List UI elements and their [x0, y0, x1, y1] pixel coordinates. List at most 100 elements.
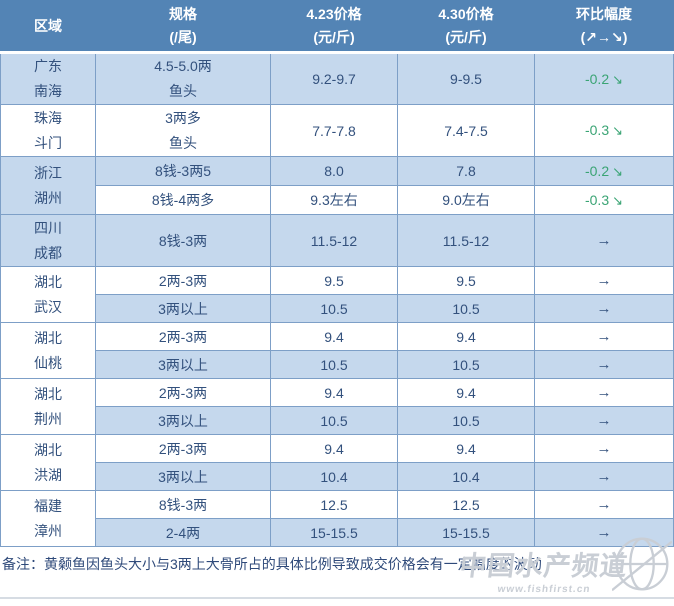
- price-423-cell: 10.4: [270, 462, 398, 491]
- header-change: 环比幅度 (↗→↘): [534, 0, 674, 54]
- price-423-cell: 10.5: [270, 294, 398, 323]
- table-row: 3两以上 10.5 10.5 →: [1, 350, 674, 379]
- table-row: 3两以上 10.4 10.4 →: [1, 462, 674, 491]
- price-430-cell: 9.0左右: [397, 185, 535, 215]
- flat-arrow-icon: →: [596, 232, 612, 249]
- spec-cell: 3两以上: [95, 350, 271, 379]
- change-value: -0.3: [584, 191, 610, 208]
- header-region-label: 区域: [34, 17, 62, 34]
- change-cell: →: [534, 490, 674, 519]
- spec-cell: 2两-3两: [95, 266, 271, 295]
- flat-arrow-icon: →: [596, 412, 612, 429]
- down-arrow-icon: ↘: [612, 123, 624, 138]
- header-price-430-label: 4.30价格: [438, 6, 494, 22]
- price-430-cell: 9.4: [397, 322, 535, 351]
- price-423-cell: 10.5: [270, 406, 398, 435]
- price-423-cell: 9.5: [270, 266, 398, 295]
- spec-cell: 2两-3两: [95, 322, 271, 351]
- change-value: -0.2: [584, 162, 610, 179]
- table-row: 2-4两 15-15.5 15-15.5 →: [1, 518, 674, 547]
- region-cell: 湖北 武汉: [0, 266, 96, 323]
- price-430-cell: 15-15.5: [397, 518, 535, 547]
- header-region: 区域: [0, 0, 96, 54]
- price-430-cell: 10.5: [397, 350, 535, 379]
- change-cell: →: [534, 266, 674, 295]
- table-row: 湖北 武汉 2两-3两 9.5 9.5 →: [0, 266, 674, 323]
- flat-arrow-icon: →: [596, 328, 612, 345]
- spec-cell: 2两-3两: [95, 378, 271, 407]
- table-row: 浙江 湖州 8钱-3两5 8.0 7.8 -0.2 ↘: [0, 156, 674, 215]
- table-row: 广东 南海 4.5-5.0两 鱼头 9.2-9.7 9-9.5 -0.2 ↘: [0, 52, 674, 105]
- price-430-cell: 9.4: [397, 378, 535, 407]
- change-cell: -0.3 ↘: [534, 104, 674, 157]
- price-423-cell: 11.5-12: [270, 214, 398, 267]
- change-cell: →: [534, 406, 674, 435]
- header-change-label: 环比幅度: [576, 6, 632, 22]
- table-row: 8钱-4两多 9.3左右 9.0左右 -0.3 ↘: [1, 185, 674, 215]
- price-430-cell: 12.5: [397, 490, 535, 519]
- price-430-cell: 10.5: [397, 294, 535, 323]
- price-423-cell: 9.4: [270, 322, 398, 351]
- price-423-cell: 8.0: [270, 156, 398, 186]
- table-row: 湖北 仙桃 2两-3两 9.4 9.4 →: [0, 322, 674, 379]
- price-430-cell: 9-9.5: [397, 52, 535, 105]
- price-423-cell: 15-15.5: [270, 518, 398, 547]
- price-423-cell: 9.2-9.7: [270, 52, 398, 105]
- price-430-cell: 9.5: [397, 266, 535, 295]
- header-price-423: 4.23价格 (元/斤): [270, 0, 398, 54]
- header-spec: 规格 (/尾): [95, 0, 271, 54]
- table-header-row: 区域 规格 (/尾) 4.23价格 (元/斤) 4.30价格 (元/斤) 环比幅…: [0, 0, 674, 54]
- price-423-cell: 9.4: [270, 378, 398, 407]
- header-price-430-unit: (元/斤): [445, 29, 487, 45]
- table-row: 四川 成都 8钱-3两 11.5-12 11.5-12 →: [0, 214, 674, 267]
- region-cell: 湖北 洪湖: [0, 434, 96, 491]
- region-cell: 四川 成都: [0, 214, 96, 267]
- table-row: 湖北 洪湖 2两-3两 9.4 9.4 →: [0, 434, 674, 491]
- header-price-430: 4.30价格 (元/斤): [397, 0, 535, 54]
- header-spec-label: 规格: [169, 6, 197, 22]
- price-430-cell: 9.4: [397, 434, 535, 463]
- price-423-cell: 12.5: [270, 490, 398, 519]
- change-cell: -0.2 ↘: [534, 156, 674, 186]
- flat-arrow-icon: →: [596, 384, 612, 401]
- flat-arrow-icon: →: [596, 272, 612, 289]
- change-value: -0.2: [584, 70, 610, 87]
- table-row: 珠海 斗门 3两多 鱼头 7.7-7.8 7.4-7.5 -0.3 ↘: [0, 104, 674, 157]
- change-cell: →: [534, 294, 674, 323]
- price-430-cell: 11.5-12: [397, 214, 535, 267]
- table-row: 3两以上 10.5 10.5 →: [1, 406, 674, 435]
- flat-arrow-icon: →: [596, 524, 612, 541]
- change-cell: →: [534, 462, 674, 491]
- flat-arrow-icon: →: [596, 468, 612, 485]
- down-arrow-icon: ↘: [612, 192, 624, 208]
- site-url: www.fishfirst.cn: [496, 583, 592, 595]
- spec-cell: 2-4两: [95, 518, 271, 547]
- change-value: -0.3: [584, 122, 610, 138]
- price-430-cell: 10.4: [397, 462, 535, 491]
- price-table: 区域 规格 (/尾) 4.23价格 (元/斤) 4.30价格 (元/斤) 环比幅…: [0, 0, 674, 547]
- change-cell: -0.3 ↘: [534, 185, 674, 215]
- price-430-cell: 10.5: [397, 406, 535, 435]
- down-arrow-icon: ↘: [612, 163, 624, 179]
- price-430-cell: 7.4-7.5: [397, 104, 535, 157]
- price-423-cell: 7.7-7.8: [270, 104, 398, 157]
- spec-cell: 8钱-4两多: [95, 185, 271, 215]
- remark-note: 备注：黄颡鱼因鱼头大小与3两上大骨所占的具体比例导致成交价格会有一定幅度的波动: [2, 556, 542, 572]
- price-423-cell: 9.3左右: [270, 185, 398, 215]
- change-cell: →: [534, 378, 674, 407]
- price-423-cell: 10.5: [270, 350, 398, 379]
- flat-arrow-icon: →: [596, 300, 612, 317]
- price-430-cell: 7.8: [397, 156, 535, 186]
- table-row: 福建 漳州 8钱-3两 12.5 12.5 →: [0, 490, 674, 547]
- change-cell: →: [534, 214, 674, 267]
- region-cell: 福建 漳州: [0, 490, 96, 547]
- spec-cell: 8钱-3两: [95, 490, 271, 519]
- change-cell: →: [534, 350, 674, 379]
- spec-cell: 2两-3两: [95, 434, 271, 463]
- flat-arrow-icon: →: [596, 440, 612, 457]
- header-change-arrows: (↗→↘): [580, 29, 628, 45]
- flat-arrow-icon: →: [596, 356, 612, 373]
- spec-cell: 3两多 鱼头: [95, 104, 271, 157]
- region-cell: 珠海 斗门: [0, 104, 96, 157]
